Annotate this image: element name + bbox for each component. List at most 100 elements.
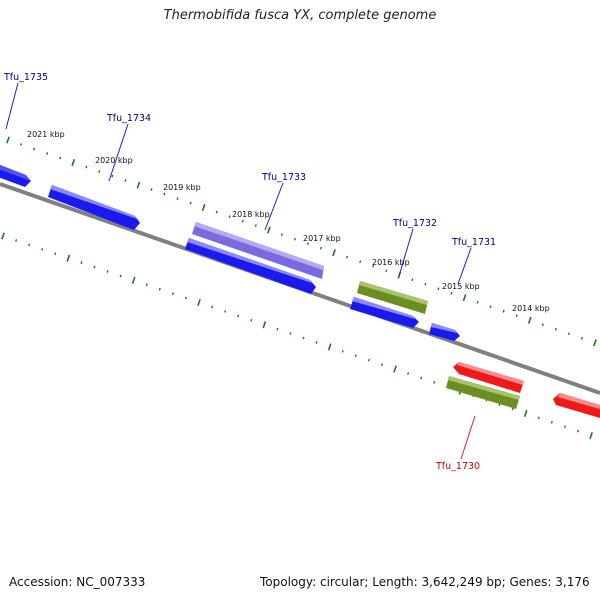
inner-tick-mark [66, 254, 71, 262]
outer-tick-mark [424, 282, 427, 286]
inner-tick-mark [511, 407, 514, 411]
outer-tick-mark [476, 300, 479, 304]
tick-label-2020: 2020 kbp [95, 156, 133, 165]
outer-tick-mark [502, 309, 505, 313]
inner-tick-mark [289, 332, 292, 335]
inner-tick-mark [237, 314, 240, 318]
inner-tick-mark [145, 283, 148, 287]
gene-feature-tfu1732 [350, 297, 419, 328]
outer-tick-mark [176, 197, 179, 200]
gene-label-tfu1730: Tfu_1730 [435, 461, 480, 472]
inner-tick-mark [576, 429, 580, 433]
inner-tick-mark [407, 372, 410, 375]
outer-tick-mark [293, 237, 296, 241]
inner-tick-mark [276, 327, 279, 331]
inner-tick-mark [262, 321, 267, 329]
tick-label-2018: 2018 kbp [232, 210, 270, 219]
outer-tick-mark [20, 143, 23, 146]
inner-tick-mark [171, 292, 174, 296]
tick-label-2021: 2021 kbp [27, 130, 65, 139]
outer-tick-mark [346, 255, 349, 259]
outer-tick-mark [580, 336, 583, 340]
outer-tick-mark [136, 181, 141, 189]
inner-tick-mark [327, 343, 332, 351]
outer-tick-mark [163, 192, 166, 196]
inner-tick-mark [563, 425, 566, 429]
tick-label-2015: 2015 kbp [442, 282, 480, 291]
inner-tick-mark [380, 363, 384, 366]
inner-tick-mark [28, 243, 31, 247]
tick-label-2017: 2017 kbp [303, 234, 341, 243]
inner-tick-mark [341, 349, 344, 353]
inner-tick-mark [131, 276, 136, 284]
gene-label-tfu1734: Tfu_1734 [106, 113, 151, 124]
inner-tick-mark [250, 318, 253, 322]
outer-tick-mark [411, 278, 414, 282]
outer-tick-mark [71, 158, 76, 167]
outer-tick-mark [6, 136, 10, 144]
outer-tick-mark [372, 264, 375, 268]
gene-label-tfu1731: Tfu_1731 [451, 237, 496, 248]
outer-tick-mark [33, 147, 36, 151]
outer-tick-mark [359, 260, 362, 264]
outer-tick-mark [85, 165, 88, 169]
tick-label-2019: 2019 kbp [163, 183, 201, 192]
outer-tick-mark [385, 269, 388, 273]
outer-tick-mark [241, 219, 244, 223]
inner-tick-mark [119, 274, 122, 278]
outer-tick-mark [189, 201, 192, 205]
rna-feature-tfu1733 [192, 222, 324, 279]
inner-tick-mark [420, 376, 423, 380]
outer-tick-mark [266, 226, 271, 234]
gene-label-tfu1732: Tfu_1732 [392, 218, 437, 229]
other-feature-tfu1732 [357, 281, 428, 314]
inner-tick-mark [158, 287, 161, 291]
outer-tick-mark [280, 233, 283, 237]
outer-tick-mark [489, 305, 492, 309]
outer-tick-mark [150, 188, 153, 191]
outer-tick-mark [124, 179, 127, 182]
gene-feature-tfu1731 [429, 323, 460, 341]
gene-feature-tfu1730 [453, 362, 524, 393]
other-feature-tfu1730 [446, 376, 520, 409]
outer-tick-mark [462, 294, 467, 302]
outer-tick-mark [527, 316, 532, 324]
inner-tick-mark [302, 336, 305, 340]
outer-tick-mark [111, 174, 114, 178]
inner-tick-mark [224, 310, 227, 313]
gene-feature-tfu1734 [48, 185, 140, 230]
tick-label-2016: 2016 kbp [372, 258, 410, 267]
inner-tick-mark [211, 305, 214, 309]
outer-tick-mark [554, 327, 557, 331]
inner-tick-mark [433, 380, 436, 384]
inner-tick-mark [54, 252, 57, 256]
inner-tick-mark [80, 261, 83, 264]
genome-summary-text: Topology: circular; Length: 3,642,249 bp… [260, 575, 590, 589]
outer-tick-mark [450, 291, 453, 295]
gene-feature-tfu1735 [0, 164, 31, 187]
outer-tick-mark [228, 215, 231, 218]
outer-tick-mark [541, 323, 544, 327]
gene-feature-right-edge [553, 393, 600, 419]
outer-tick-mark [306, 242, 310, 246]
map-title: Thermobifida fusca YX, complete genome [163, 8, 437, 23]
inner-tick-mark [550, 420, 553, 424]
outer-tick-mark [254, 224, 257, 228]
outer-tick-mark [515, 314, 518, 318]
gene-feature-tfu1733 [185, 238, 316, 294]
inner-tick-mark [15, 239, 18, 242]
inner-tick-mark [1, 232, 5, 240]
inner-tick-mark [106, 270, 109, 273]
inner-tick-mark [354, 354, 357, 358]
inner-tick-mark [93, 265, 96, 269]
inner-tick-mark [393, 365, 397, 373]
inner-tick-mark [315, 341, 318, 344]
inner-tick-mark [367, 358, 370, 362]
gene-label-tfu1733: Tfu_1733 [261, 172, 306, 183]
accession-text: Accession: NC_007333 [9, 575, 146, 589]
inner-tick-mark [197, 298, 201, 307]
outer-tick-mark [593, 339, 597, 347]
inner-tick-mark [589, 432, 593, 440]
outer-tick-mark [98, 170, 101, 173]
